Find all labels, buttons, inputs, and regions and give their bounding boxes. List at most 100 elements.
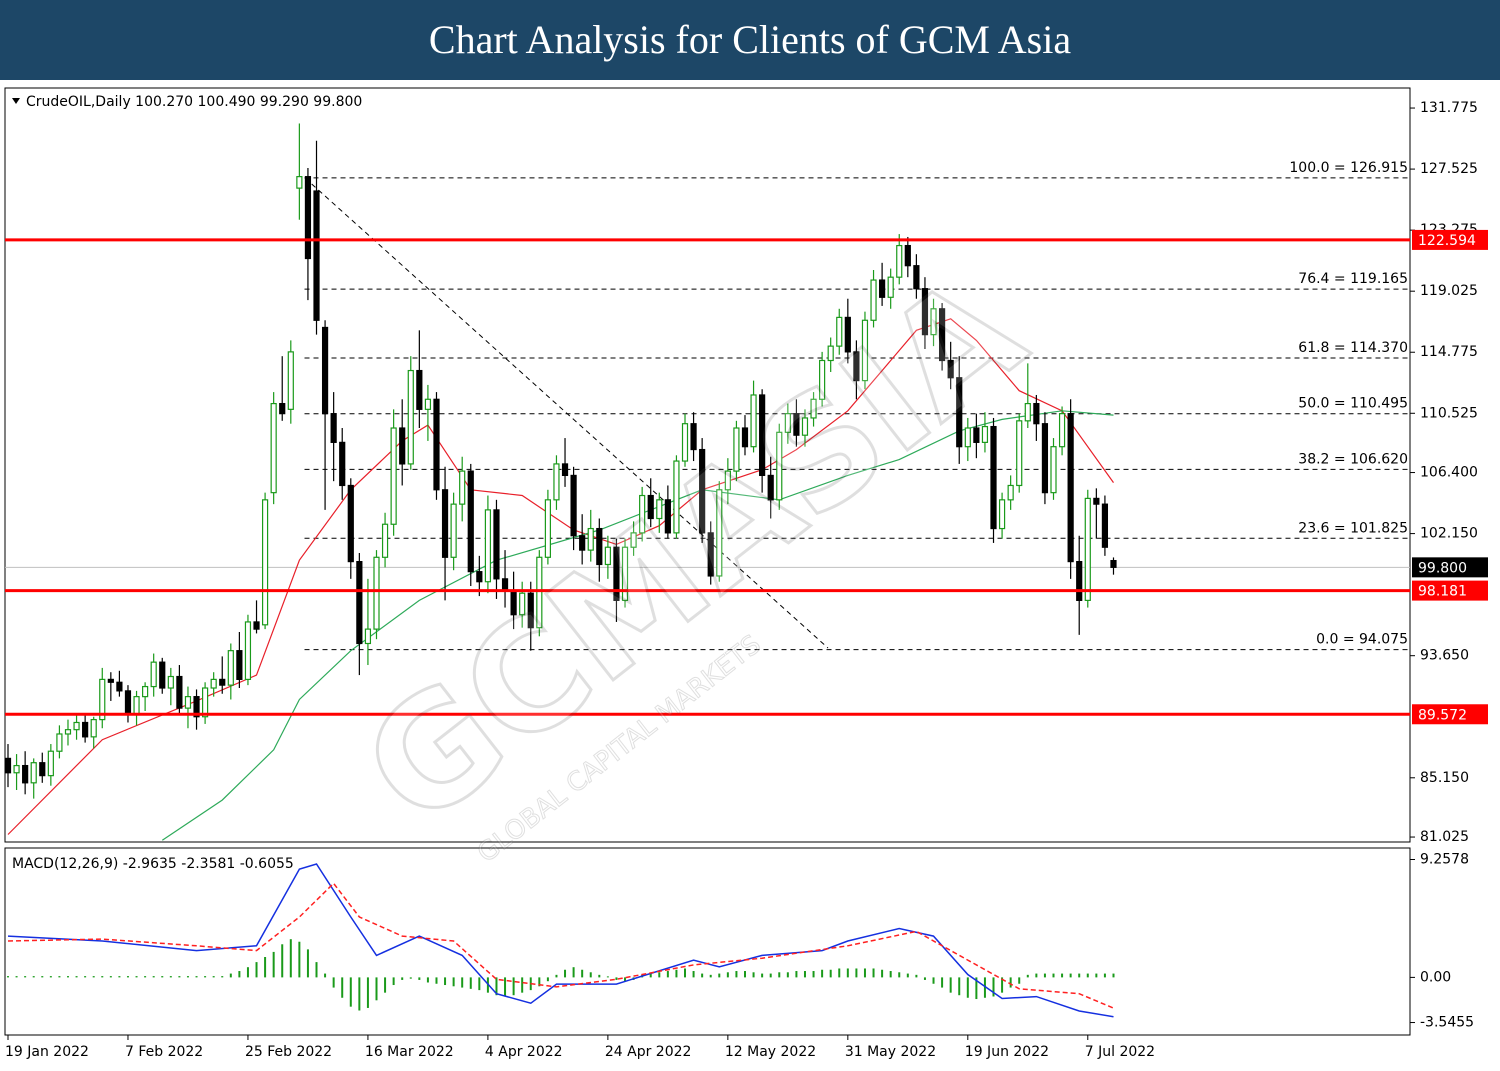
candle-body	[621, 546, 629, 601]
candle-body	[887, 276, 894, 298]
candle-body	[441, 489, 449, 558]
level-label-box	[1412, 229, 1488, 250]
header-title: Chart Analysis for Clients of GCM Asia	[0, 0, 1500, 80]
candle-body	[1050, 446, 1057, 494]
chart-background	[0, 80, 1500, 1071]
candle-body	[861, 319, 869, 382]
candle-body	[287, 351, 294, 410]
candle-body	[1033, 402, 1040, 425]
candle-body	[964, 427, 971, 448]
x-tick-label: 19 Jun 2022	[965, 1044, 1049, 1060]
candle-body	[82, 721, 89, 738]
candle-body	[690, 423, 697, 451]
candle-body	[1101, 503, 1109, 548]
candle-body	[879, 279, 886, 298]
candle-body	[947, 359, 954, 379]
y-tick-label: 119.025	[1420, 283, 1478, 299]
candle-body	[973, 427, 980, 443]
candle-body	[784, 413, 791, 433]
candle-body	[373, 556, 380, 630]
x-tick-label: 31 May 2022	[845, 1044, 936, 1060]
candle-body	[767, 474, 774, 501]
candle-body	[570, 474, 577, 537]
fib-label: 61.8 = 114.370	[1298, 340, 1408, 356]
candle-body	[681, 423, 689, 462]
candle-body	[47, 750, 54, 777]
fib-label: 23.6 = 101.825	[1298, 520, 1408, 536]
candle-body	[604, 546, 611, 566]
candle-body	[39, 762, 46, 777]
macd-line	[7, 863, 1114, 1018]
candle-body	[673, 460, 680, 534]
candle-body	[22, 764, 29, 784]
candle-body	[938, 308, 946, 362]
x-tick-label: 4 Apr 2022	[485, 1044, 563, 1060]
candle-body	[750, 394, 757, 448]
y-tick-label: 114.775	[1420, 344, 1478, 360]
candle-body	[579, 535, 586, 551]
candle-body	[167, 675, 174, 689]
candle-body	[381, 523, 389, 558]
candle-body	[270, 402, 277, 494]
x-tick-label: 16 Mar 2022	[365, 1044, 454, 1060]
macd-line	[7, 882, 1114, 1009]
candle-body	[827, 345, 834, 362]
candle-body	[150, 661, 157, 688]
y-tick-label: 81.025	[1420, 829, 1469, 845]
candle-body	[1016, 420, 1023, 487]
candle-body	[1041, 423, 1049, 494]
y-tick-label: -3.5455	[1420, 1015, 1474, 1031]
candle-body	[716, 489, 723, 577]
candle-body	[210, 678, 217, 689]
candle-body	[476, 571, 483, 583]
candle-body	[656, 499, 663, 520]
candle-body	[321, 326, 329, 415]
candle-body	[536, 556, 543, 629]
candle-body	[202, 687, 209, 718]
candle-body	[1076, 561, 1083, 601]
macd-title: MACD(12,26,9) -2.9635 -2.3581 -0.6055	[12, 856, 294, 872]
trend-line	[304, 177, 829, 649]
candle-body	[193, 696, 200, 718]
moving-average	[7, 318, 1114, 835]
candle-body	[219, 678, 226, 686]
candle-body	[981, 425, 989, 443]
price-panel-frame	[4, 87, 1411, 843]
candle-body	[776, 431, 783, 501]
level-label: 98.181	[1418, 584, 1467, 600]
candle-body	[390, 427, 397, 525]
candle-body	[793, 413, 800, 436]
candle-body	[64, 729, 72, 735]
x-tick-label: 12 May 2022	[725, 1044, 816, 1060]
candle-body	[1110, 559, 1117, 568]
x-tick-label: 7 Feb 2022	[125, 1044, 203, 1060]
candle-body	[664, 499, 671, 534]
candle-body	[261, 499, 269, 626]
y-tick-label: 9.2578	[1420, 851, 1469, 867]
candle-body	[99, 678, 106, 721]
candle-body	[553, 463, 560, 501]
candle-body	[1007, 484, 1014, 501]
candle-body	[356, 561, 363, 645]
last-price-box	[1412, 557, 1488, 578]
candle-body	[236, 650, 243, 680]
candle-body	[73, 721, 80, 731]
candle-body	[921, 288, 929, 336]
candle-body	[30, 762, 37, 784]
candle-body	[364, 628, 372, 645]
candle-body	[253, 621, 260, 630]
level-label: 122.594	[1418, 233, 1476, 249]
candle-body	[819, 359, 826, 400]
candle-body	[493, 509, 500, 580]
y-tick-label: 106.400	[1420, 465, 1478, 481]
y-tick-label: 131.775	[1420, 100, 1478, 116]
candle-body	[707, 532, 714, 577]
candle-body	[870, 279, 877, 321]
candle-body	[424, 398, 432, 410]
candle-body	[433, 398, 440, 491]
candle-body	[184, 696, 192, 709]
candle-body	[313, 190, 320, 321]
candle-body	[339, 441, 346, 487]
y-tick-label: 0.00	[1420, 969, 1451, 985]
y-tick-label: 93.650	[1420, 648, 1469, 664]
